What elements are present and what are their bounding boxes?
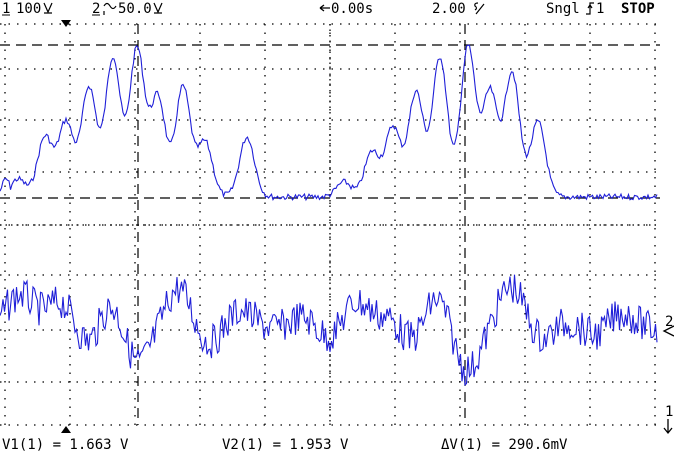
ch2-waveform xyxy=(0,274,658,387)
delay-reference-marker-icon xyxy=(61,426,71,433)
v2-cursor-readout: V2(1) = 1.953 V xyxy=(222,437,349,452)
ch1-label: 1 xyxy=(2,1,10,17)
ch2-coupling-icon xyxy=(103,2,117,15)
graticule-grid xyxy=(0,23,660,426)
trigger-time-marker-icon xyxy=(61,20,71,27)
acquisition-mode[interactable]: Sngl xyxy=(546,1,580,17)
delay-arrow-icon xyxy=(319,4,330,12)
ch2-scale[interactable]: 50.0 xyxy=(118,1,152,17)
delta-v-readout: ΔV(1) = 290.6mV xyxy=(441,437,568,452)
v1-cursor-readout: V1(1) = 1.663 V xyxy=(2,437,129,452)
cursor-lines xyxy=(0,24,660,425)
ch2-label: 2 xyxy=(92,1,100,17)
ch1-marker-label: 1 xyxy=(665,404,673,420)
seconds-per-div-icon xyxy=(474,2,485,15)
run-state[interactable]: STOP xyxy=(621,1,655,17)
ch2-ground-marker-icon: 2 xyxy=(662,314,674,337)
volts-unit-icon xyxy=(43,2,53,14)
millivolts-unit-icon xyxy=(153,2,163,14)
ch2-marker-label: 2 xyxy=(665,314,673,330)
ch1-waveform xyxy=(0,44,658,202)
trigger-slope-icon xyxy=(586,2,594,15)
ch1-ground-marker-icon: 1 xyxy=(663,404,673,435)
trigger-source[interactable]: 1 xyxy=(596,1,604,17)
time-scale-value[interactable]: 2.00 xyxy=(432,1,466,17)
ch1-scale[interactable]: 100 xyxy=(16,1,41,17)
status-header: 1 100 2 50.0 0.00s 2.00 Sngl 1 STOP xyxy=(2,1,655,17)
time-delay-value[interactable]: 0.00s xyxy=(331,1,373,17)
cursor-readout-bar: V1(1) = 1.663 V V2(1) = 1.953 V ΔV(1) = … xyxy=(2,437,568,452)
